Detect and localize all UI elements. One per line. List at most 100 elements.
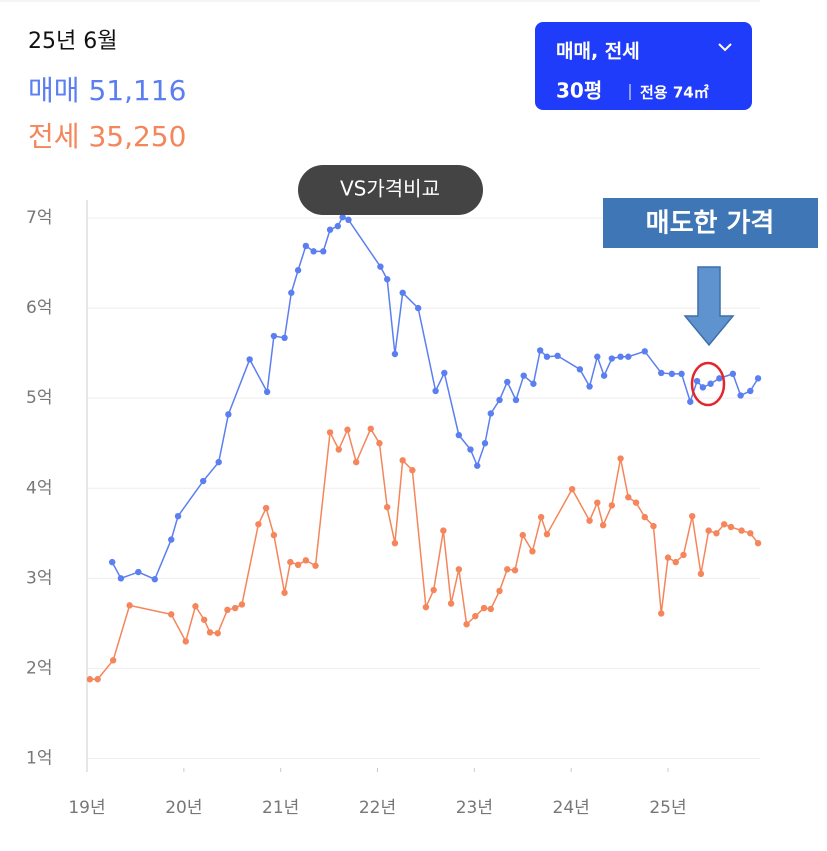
data-point xyxy=(294,267,302,274)
data-point xyxy=(617,455,624,462)
data-point xyxy=(472,612,479,620)
data-point xyxy=(617,353,624,360)
data-point xyxy=(512,396,520,404)
data-point xyxy=(326,429,334,436)
data-point xyxy=(335,446,342,453)
data-point xyxy=(625,494,632,501)
filter-button[interactable]: 매매, 전세 30평 전용 74㎡ xyxy=(535,22,752,110)
y-tick-label: 7억 xyxy=(26,208,52,228)
data-point xyxy=(568,485,576,493)
data-point xyxy=(287,558,294,566)
data-point xyxy=(672,558,679,566)
data-point xyxy=(399,289,406,296)
x-tick-label: 20년 xyxy=(165,798,202,818)
data-point xyxy=(409,467,416,474)
stat-value: 51,116 xyxy=(88,74,186,107)
data-point xyxy=(432,387,439,395)
data-point xyxy=(467,446,474,453)
data-point xyxy=(716,375,723,382)
data-point xyxy=(481,440,489,447)
data-point xyxy=(554,352,561,360)
data-point xyxy=(126,602,133,609)
tooltip-bg[interactable] xyxy=(298,165,483,215)
data-point xyxy=(455,566,463,573)
y-tick-label: 3억 xyxy=(26,568,52,588)
button-bg[interactable] xyxy=(535,22,752,110)
data-point xyxy=(727,523,735,531)
data-point xyxy=(246,356,253,363)
data-point xyxy=(504,566,511,573)
data-point xyxy=(224,606,231,614)
y-tick-label: 2억 xyxy=(26,658,52,678)
data-point xyxy=(215,458,222,466)
data-point xyxy=(543,530,551,538)
x-tick-label: 21년 xyxy=(262,798,299,818)
data-point xyxy=(310,248,317,255)
data-point xyxy=(641,348,648,355)
data-point xyxy=(302,242,310,250)
highlight-circle xyxy=(690,361,726,407)
y-tick-label: 6억 xyxy=(26,298,52,318)
tooltip[interactable]: VS가격비교 xyxy=(298,165,483,215)
y-tick-label: 1억 xyxy=(26,748,52,768)
data-point xyxy=(707,380,714,387)
data-point xyxy=(474,462,481,469)
data-point xyxy=(689,512,696,520)
size[interactable]: 30평 xyxy=(556,79,602,103)
plot: 1억 2억 3억 4억 5억 6억 7억 19년 20년 21년 22년 23년 24년 25년 xyxy=(26,208,762,818)
data-point xyxy=(334,222,342,230)
date-label: 25년 6월 xyxy=(28,29,117,54)
data-point xyxy=(281,334,288,342)
data-point xyxy=(519,531,526,539)
sale-stat: 매매 51,116 xyxy=(28,74,186,107)
data-point xyxy=(529,548,536,555)
data-point xyxy=(678,370,685,378)
area[interactable]: 전용 74㎡ xyxy=(640,84,709,102)
data-point xyxy=(270,531,278,539)
data-point xyxy=(414,304,422,312)
x-tick-label: 23년 xyxy=(456,798,493,818)
data-point xyxy=(697,570,705,578)
data-point xyxy=(487,410,494,417)
y-tick-label: 5억 xyxy=(26,388,52,408)
chevron[interactable] xyxy=(718,43,732,52)
data-point xyxy=(658,369,665,377)
data-point xyxy=(263,388,271,396)
data-point xyxy=(391,540,399,547)
data-point xyxy=(720,521,728,528)
data-point xyxy=(699,384,707,391)
tooltip-text[interactable]: VS가격비교 xyxy=(340,177,440,201)
deal-types[interactable]: 매매, 전세 xyxy=(556,41,640,63)
data-point xyxy=(326,226,334,233)
data-point xyxy=(729,370,737,378)
data-point xyxy=(713,530,720,537)
data-point xyxy=(422,603,430,611)
data-point xyxy=(536,347,544,354)
data-point xyxy=(537,513,545,521)
x-tick-label: 24년 xyxy=(553,798,590,818)
data-point xyxy=(586,383,593,390)
data-point xyxy=(182,638,189,645)
data-point xyxy=(693,377,701,385)
data-point xyxy=(599,521,607,529)
data-point xyxy=(174,512,182,520)
data-point xyxy=(625,353,632,360)
data-point xyxy=(520,372,527,379)
data-point xyxy=(231,604,239,612)
data-point xyxy=(632,499,640,506)
data-point xyxy=(168,611,175,618)
y-tick-label: 4억 xyxy=(26,478,52,498)
data-point xyxy=(530,380,537,387)
data-point xyxy=(117,575,125,582)
data-point xyxy=(496,396,503,404)
data-point xyxy=(441,369,448,377)
data-point xyxy=(383,503,391,511)
data-point xyxy=(705,527,712,534)
data-point xyxy=(455,431,463,439)
data-point xyxy=(339,213,346,221)
data-point xyxy=(747,530,754,537)
data-point xyxy=(353,458,360,466)
stat-name: 전세 xyxy=(28,120,80,153)
data-point xyxy=(225,411,232,418)
